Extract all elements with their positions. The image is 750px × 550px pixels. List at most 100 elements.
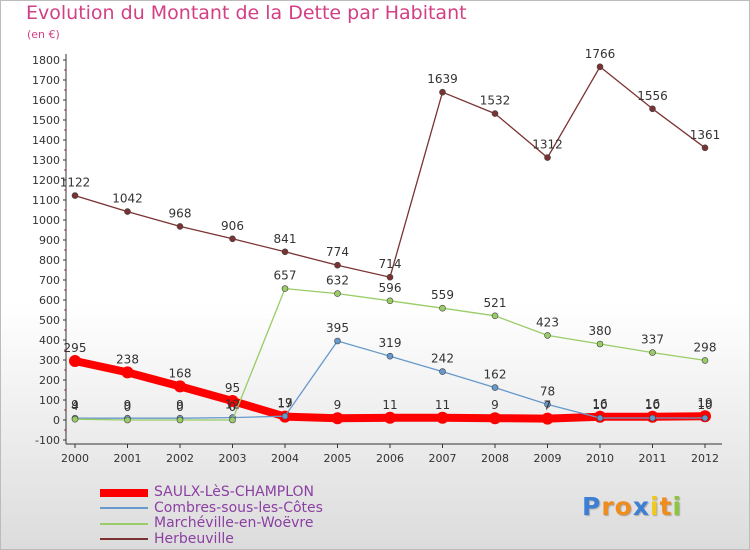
y-minor-tick <box>64 129 66 131</box>
x-tick-label: 2005 <box>324 452 352 465</box>
data-point <box>491 110 499 117</box>
chart-title: Evolution du Montant de la Dette par Hab… <box>26 2 467 24</box>
y-minor-tick <box>64 389 66 391</box>
data-label: 1639 <box>427 72 458 86</box>
data-point <box>386 352 394 360</box>
data-point <box>386 273 394 281</box>
data-label: 11 <box>435 398 450 412</box>
x-tick-label: 2009 <box>534 452 562 465</box>
y-tick-label: 200 <box>39 374 60 387</box>
x-tick-label: 2008 <box>481 452 509 465</box>
y-tick-label: 500 <box>39 314 60 327</box>
data-point <box>386 297 394 305</box>
legend-swatch <box>100 507 148 510</box>
data-label: 19 <box>697 396 712 410</box>
data-point <box>649 349 656 356</box>
legend: SAULX-LèS-CHAMPLON Combres-sous-les-Côtes… <box>100 485 323 547</box>
x-tick-label: 2002 <box>166 452 194 465</box>
proxiti-logo: Proxiti <box>582 492 682 521</box>
data-label: 7 <box>544 399 552 413</box>
data-point <box>439 368 446 375</box>
data-label: 559 <box>431 288 454 302</box>
y-tick-label: 800 <box>39 254 60 267</box>
y-minor-tick <box>64 349 66 351</box>
data-label: 95 <box>225 381 240 395</box>
data-point <box>649 105 656 113</box>
data-point <box>334 337 341 345</box>
y-minor-tick <box>64 209 66 211</box>
data-label: 0 <box>124 400 132 414</box>
data-point <box>491 384 499 391</box>
data-point <box>596 340 604 348</box>
data-label: 774 <box>326 245 349 259</box>
y-minor-tick <box>64 69 66 71</box>
data-point <box>491 312 499 320</box>
data-point <box>596 414 604 422</box>
data-point <box>69 355 81 367</box>
data-label: 17 <box>277 397 292 411</box>
data-point <box>701 414 709 422</box>
legend-label: Marchéville-en-Woëvre <box>154 515 314 532</box>
data-label: 10 <box>592 398 607 412</box>
data-label: 968 <box>169 206 192 220</box>
legend-label: Herbeuville <box>154 530 234 547</box>
data-label: 1556 <box>637 89 668 103</box>
data-label: 4 <box>71 399 79 413</box>
y-minor-tick <box>64 249 66 251</box>
y-minor-tick <box>64 109 66 111</box>
data-label: 906 <box>221 219 244 233</box>
legend-item: SAULX-LèS-CHAMPLON <box>100 485 323 501</box>
y-minor-tick <box>64 149 66 151</box>
x-tick-label: 2001 <box>114 452 142 465</box>
data-point <box>124 208 131 215</box>
data-label: 242 <box>431 352 454 366</box>
legend-swatch <box>100 522 148 525</box>
data-label: 596 <box>379 281 402 295</box>
y-tick-label: 1100 <box>32 194 60 207</box>
data-point <box>71 415 79 423</box>
y-minor-tick <box>64 329 66 331</box>
y-minor-tick <box>64 89 66 91</box>
data-label: 0 <box>229 400 237 414</box>
y-tick-label: 1000 <box>32 214 60 227</box>
data-label: 298 <box>694 340 717 354</box>
logo-letter: i <box>672 492 683 521</box>
data-label: 1766 <box>585 47 616 61</box>
legend-item: Combres-sous-les-Côtes <box>100 500 323 517</box>
data-point <box>71 192 79 199</box>
data-label: 1312 <box>532 138 563 152</box>
data-point <box>596 63 604 71</box>
y-tick-label: 1800 <box>32 54 60 67</box>
x-tick-label: 2012 <box>691 452 719 465</box>
data-point <box>649 414 656 422</box>
data-label: 9 <box>334 398 342 412</box>
data-point <box>436 411 449 424</box>
data-point <box>439 88 446 96</box>
data-label: 16 <box>645 397 660 411</box>
data-point <box>176 223 184 230</box>
chart-unit: (en €) <box>27 28 60 41</box>
data-label: 162 <box>484 368 507 382</box>
y-minor-tick <box>64 189 66 191</box>
y-tick-label: 0 <box>53 414 60 427</box>
data-label: 19 <box>277 396 292 410</box>
data-label: 12 <box>225 398 240 412</box>
x-tick-label: 2000 <box>61 452 89 465</box>
data-label: 295 <box>64 341 87 355</box>
data-label: 1532 <box>480 94 511 108</box>
y-tick-label: 1600 <box>32 94 60 107</box>
y-tick-label: 300 <box>39 354 60 367</box>
data-label: 9 <box>176 398 184 412</box>
data-point <box>544 332 551 339</box>
y-tick-label: 1200 <box>32 174 60 187</box>
logo-letter: i <box>650 492 660 521</box>
x-tick-label: 2006 <box>376 452 404 465</box>
y-minor-tick <box>64 409 66 411</box>
data-point <box>334 261 341 269</box>
y-tick-label: 100 <box>39 394 60 407</box>
y-tick-label: 1500 <box>32 114 60 127</box>
data-label: 168 <box>169 366 192 380</box>
legend-swatch <box>100 538 148 541</box>
y-minor-tick <box>64 289 66 291</box>
